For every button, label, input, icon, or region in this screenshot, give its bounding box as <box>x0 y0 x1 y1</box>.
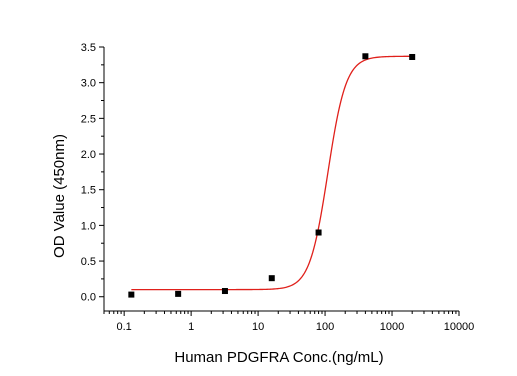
x-axis-title: Human PDGFRA Conc.(ng/mL) <box>174 349 383 366</box>
y-tick-label: 0.0 <box>81 292 96 304</box>
x-tick-label: 100 <box>316 321 334 333</box>
y-tick-label: 2.5 <box>81 113 96 125</box>
x-tick-label: 1 <box>188 321 194 333</box>
x-tick-label: 0.1 <box>117 321 132 333</box>
data-point <box>175 290 182 297</box>
y-tick-label: 1.0 <box>81 220 96 232</box>
fit-curve-line <box>131 55 413 291</box>
x-tick-label: 1000 <box>380 321 404 333</box>
x-tick-label: 10000 <box>444 321 475 333</box>
data-point <box>362 53 369 60</box>
axes: 0.0 0.5 1.0 1.5 2.0 2.5 3.0 3.5 0.1 1 10 100 1000 100… <box>81 42 475 333</box>
y-tick-label: 2.0 <box>81 149 96 161</box>
x-tick-label: 10 <box>252 321 264 333</box>
y-axis-title: OD Value (450nm) <box>51 134 68 258</box>
data-point <box>315 229 322 236</box>
data-point <box>128 291 135 298</box>
y-tick-label: 1.5 <box>81 185 96 197</box>
y-tick-label: 3.0 <box>81 78 96 90</box>
y-tick-label: 3.5 <box>81 42 96 54</box>
data-point <box>221 288 228 295</box>
y-tick-label: 0.5 <box>81 256 96 268</box>
data-point <box>268 275 275 282</box>
data-points <box>128 53 416 298</box>
data-point <box>409 53 416 60</box>
fit-curve-layer <box>131 55 413 291</box>
